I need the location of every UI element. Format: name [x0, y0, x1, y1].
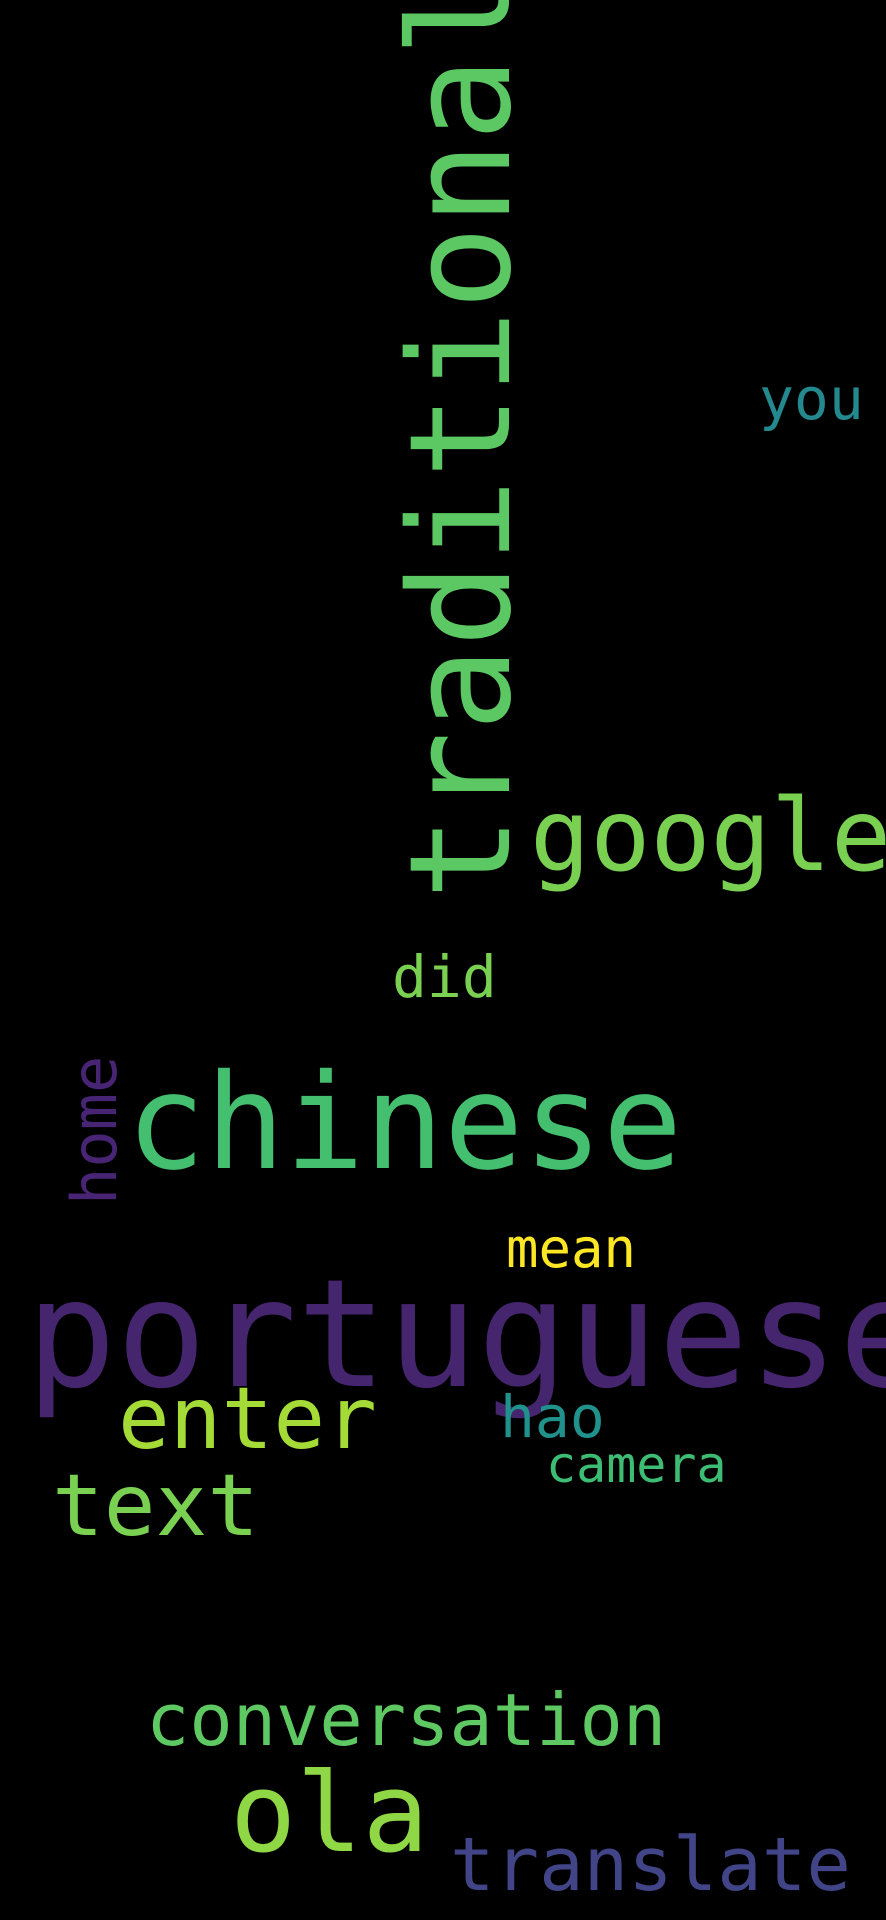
word-translate: translate — [450, 1822, 851, 1908]
word-hao: hao — [500, 1383, 605, 1451]
word-camera: camera — [546, 1436, 727, 1494]
word-ola: ola — [230, 1749, 429, 1877]
word-you: you — [759, 365, 864, 433]
word-traditional: traditional — [380, 0, 543, 900]
word-home: home — [58, 1055, 131, 1205]
word-portuguese: portuguese — [26, 1248, 886, 1422]
word-conversation: conversation — [146, 1678, 667, 1762]
word-chinese: chinese — [126, 1046, 683, 1200]
word-did: did — [392, 943, 497, 1011]
word-enter: enter — [118, 1369, 377, 1469]
word-mean: mean — [506, 1217, 637, 1280]
word-text: text — [52, 1456, 260, 1556]
word-google: google — [530, 777, 886, 894]
